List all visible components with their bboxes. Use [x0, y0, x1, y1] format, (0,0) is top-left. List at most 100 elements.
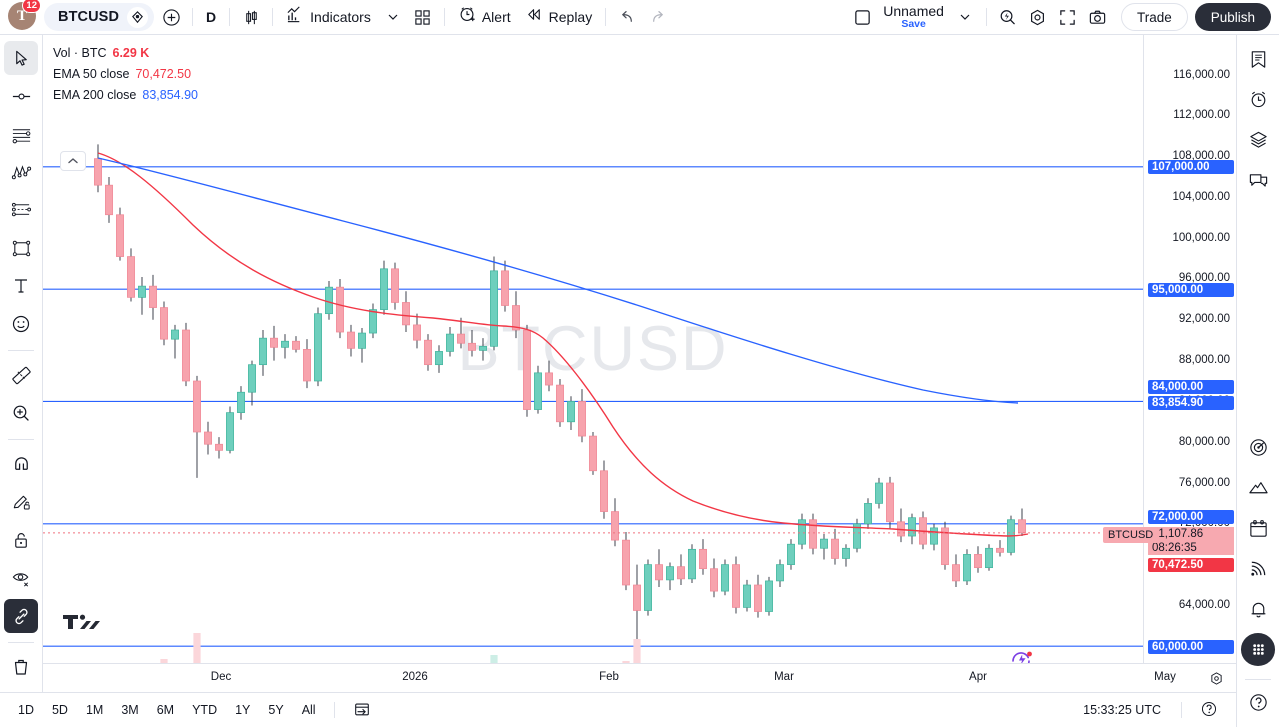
price-tick: 108,000.00 [1172, 150, 1230, 162]
help-button[interactable] [1192, 696, 1226, 725]
price-tick: 76,000.00 [1178, 477, 1230, 489]
watchlist-bookmark-icon[interactable] [1241, 43, 1275, 75]
zigzag-wave-tool[interactable] [4, 155, 38, 189]
price-tick: 80,000.00 [1178, 436, 1230, 448]
price-tag[interactable]: 107,000.00 [1148, 160, 1234, 174]
price-tag[interactable]: 70,472.50 [1148, 558, 1234, 572]
link-chain-tool[interactable] [4, 599, 38, 633]
price-tag[interactable]: 83,854.90 [1148, 396, 1234, 410]
user-avatar[interactable]: T 12 [8, 0, 41, 32]
bell-icon[interactable] [1241, 593, 1275, 625]
diamond-search-icon[interactable] [127, 6, 149, 28]
magnifier-bolt-icon[interactable] [993, 3, 1023, 31]
grid-templates-icon[interactable] [408, 3, 438, 31]
camera-icon[interactable] [1083, 3, 1113, 31]
alert-button[interactable]: Alert [451, 3, 518, 31]
redo-arrow-icon[interactable] [642, 3, 672, 31]
chart-pane[interactable]: BTCUSD [43, 35, 1143, 663]
price-tick: 104,000.00 [1172, 191, 1230, 203]
legend-row[interactable]: Vol · BTC 6.29 K [53, 46, 198, 60]
eye-crossed-tool[interactable] [4, 561, 38, 595]
indicators-button[interactable]: Indicators [279, 3, 378, 31]
range-button-5y[interactable]: 5Y [268, 703, 284, 717]
trash-tool[interactable] [4, 650, 38, 684]
mountain-image-icon[interactable] [1241, 472, 1275, 504]
chevron-down-icon[interactable] [950, 3, 980, 31]
replay-label: Replay [548, 9, 593, 25]
layout-save-link[interactable]: Save [901, 17, 926, 30]
ruler-tool[interactable] [4, 358, 38, 392]
layout-square-icon[interactable] [847, 3, 877, 31]
symbol-search-button[interactable]: BTCUSD [44, 3, 155, 31]
legend-row[interactable]: EMA 200 close 83,854.90 [53, 88, 198, 102]
cursor-tool[interactable] [4, 41, 38, 75]
publish-button[interactable]: Publish [1194, 3, 1271, 31]
text-tool[interactable] [4, 269, 38, 303]
symbol-price-tag[interactable]: BTCUSD [1103, 527, 1159, 543]
symbol-name: BTCUSD [58, 9, 120, 25]
chart-legend[interactable]: Vol · BTC 6.29 K EMA 50 close 70,472.50 … [53, 46, 198, 109]
price-tag[interactable]: 08:26:35 [1148, 541, 1234, 555]
trend-line-tool[interactable] [4, 79, 38, 113]
collapse-legend-button[interactable] [60, 151, 86, 171]
undo-arrow-icon[interactable] [612, 3, 642, 31]
price-tag[interactable]: 71,107.86 [1148, 527, 1234, 541]
chat-bubbles-icon[interactable] [1241, 164, 1275, 196]
compass-radar-icon[interactable] [1241, 431, 1275, 463]
range-button-6m[interactable]: 6M [156, 703, 175, 717]
range-button-1m[interactable]: 1M [85, 703, 104, 717]
interval-label: D [206, 9, 217, 25]
price-tick: 116,000.00 [1173, 69, 1230, 81]
magnifier-plus-tool[interactable] [4, 396, 38, 430]
candlestick-icon[interactable] [236, 3, 266, 31]
tradingview-logo[interactable] [63, 613, 101, 638]
grid-dots-icon[interactable] [1241, 633, 1275, 666]
price-axis[interactable]: 116,000.00 112,000.00 108,000.00 104,000.00… [1143, 35, 1236, 663]
layout-name-button[interactable]: Unnamed Save [877, 4, 950, 30]
chart-canvas[interactable] [43, 35, 1143, 663]
horizontal-lines-tool[interactable] [4, 117, 38, 151]
notification-badge[interactable]: 12 [22, 0, 41, 13]
chevron-down-icon[interactable] [378, 3, 408, 31]
time-axis[interactable]: Dec 2026 Feb Mar Apr May [43, 663, 1236, 692]
wifi-signal-icon[interactable] [1241, 552, 1275, 584]
range-button-1d[interactable]: 1D [18, 703, 34, 717]
price-tag[interactable]: 84,000.00 [1148, 380, 1234, 394]
alarm-clock-plus-icon [458, 5, 477, 29]
replay-button[interactable]: Replay [518, 3, 600, 31]
toolbar-divider [8, 439, 34, 440]
trade-button[interactable]: Trade [1120, 3, 1188, 31]
price-tag[interactable]: 95,000.00 [1148, 283, 1234, 297]
price-tick: 112,000.00 [1173, 109, 1230, 121]
interval-button[interactable]: D [199, 3, 223, 31]
legend-title: EMA 200 close [53, 88, 137, 102]
range-button-group: 1D 5D 1M 3M 6M YTD 1Y 5Y All [10, 699, 324, 721]
range-button-all[interactable]: All [301, 703, 316, 717]
range-button-1y[interactable]: 1Y [235, 703, 251, 717]
fullscreen-icon[interactable] [1053, 3, 1083, 31]
pencil-lock-tool[interactable] [4, 485, 38, 519]
magnet-tool[interactable] [4, 447, 38, 481]
padlock-tool[interactable] [4, 523, 38, 557]
layers-icon[interactable] [1241, 124, 1275, 156]
smiley-tool[interactable] [4, 307, 38, 341]
range-button-ytd[interactable]: YTD [192, 703, 218, 717]
range-button-3m[interactable]: 3M [121, 703, 139, 717]
price-tag[interactable]: 72,000.00 [1148, 510, 1234, 524]
range-button-5d[interactable]: 5D [51, 703, 68, 717]
fib-levels-tool[interactable] [4, 193, 38, 227]
rectangle-tool[interactable] [4, 231, 38, 265]
time-tick: Feb [599, 671, 619, 683]
price-tag[interactable]: 60,000.00 [1148, 640, 1234, 654]
legend-row[interactable]: EMA 50 close 70,472.50 [53, 67, 198, 81]
ai-sparkle-marker[interactable] [1007, 647, 1035, 663]
question-mark-icon[interactable] [1241, 687, 1275, 719]
alarm-clock-icon[interactable] [1241, 83, 1275, 115]
indicators-icon [286, 5, 305, 29]
chart-settings-icon[interactable] [1209, 671, 1224, 691]
gear-hex-icon[interactable] [1023, 3, 1053, 31]
calendar-icon[interactable] [1241, 512, 1275, 544]
time-tick: May [1154, 671, 1176, 683]
add-symbol-button[interactable] [156, 3, 186, 31]
goto-date-icon[interactable] [345, 696, 379, 725]
